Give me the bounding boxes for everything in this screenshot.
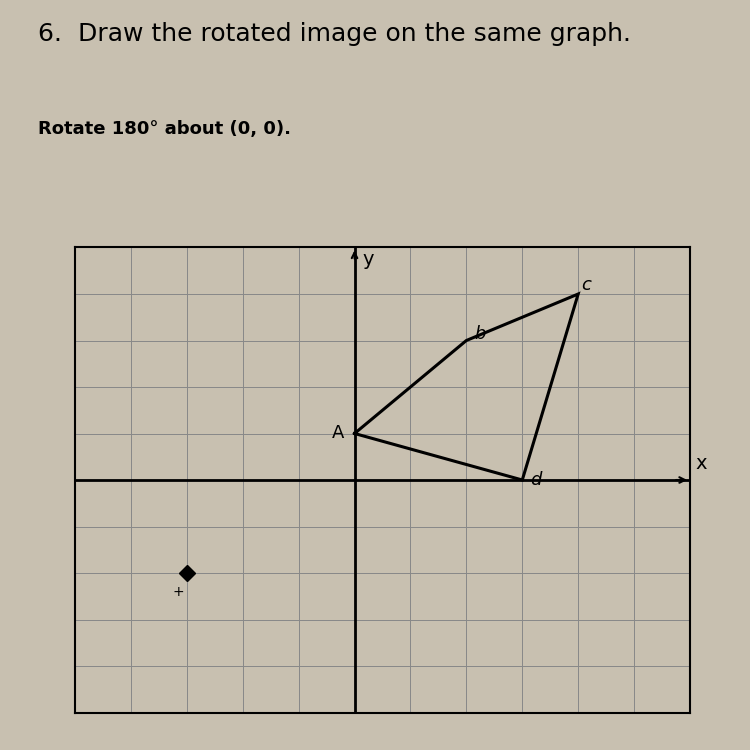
Text: 6.  Draw the rotated image on the same graph.: 6. Draw the rotated image on the same gr… <box>38 22 631 46</box>
Text: d: d <box>530 471 542 489</box>
Text: Rotate 180° about (0, 0).: Rotate 180° about (0, 0). <box>38 120 290 138</box>
Text: c: c <box>582 276 592 294</box>
Text: +: + <box>172 584 184 598</box>
Text: A: A <box>332 424 344 442</box>
Text: b: b <box>475 325 486 343</box>
Text: y: y <box>363 250 374 268</box>
Text: x: x <box>695 454 707 473</box>
